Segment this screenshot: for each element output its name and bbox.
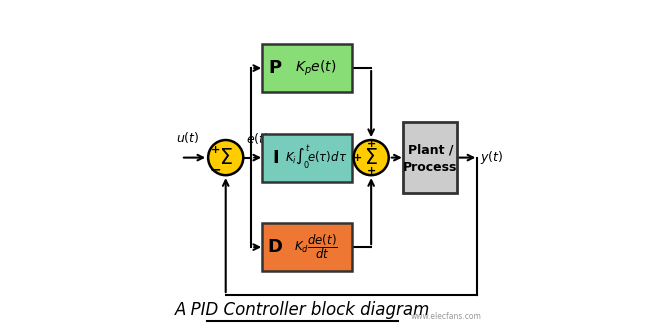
Text: +: + bbox=[367, 139, 376, 150]
Text: $\Sigma$: $\Sigma$ bbox=[219, 148, 233, 168]
Text: www.elecfans.com: www.elecfans.com bbox=[411, 312, 482, 321]
Circle shape bbox=[354, 140, 389, 175]
Text: +: + bbox=[354, 153, 363, 163]
Text: $u(t)$: $u(t)$ bbox=[176, 130, 199, 145]
FancyBboxPatch shape bbox=[262, 133, 352, 182]
Text: −: − bbox=[209, 162, 221, 176]
Text: +: + bbox=[367, 166, 376, 176]
Text: Process: Process bbox=[403, 161, 457, 174]
FancyBboxPatch shape bbox=[403, 122, 457, 193]
FancyBboxPatch shape bbox=[262, 223, 352, 271]
Text: $K_i\int_0^t\!e(\tau)d\tau$: $K_i\int_0^t\!e(\tau)d\tau$ bbox=[285, 144, 347, 172]
Text: I: I bbox=[272, 149, 279, 167]
Text: $e(t)$: $e(t)$ bbox=[247, 132, 270, 146]
Text: +: + bbox=[211, 145, 220, 155]
Text: P: P bbox=[269, 59, 282, 77]
Text: A PID Controller block diagram: A PID Controller block diagram bbox=[174, 301, 430, 319]
Text: D: D bbox=[268, 238, 283, 256]
Text: $y(t)$: $y(t)$ bbox=[480, 149, 503, 166]
Circle shape bbox=[208, 140, 243, 175]
Text: $\Sigma$: $\Sigma$ bbox=[364, 148, 378, 168]
Text: $K_d\dfrac{de(t)}{dt}$: $K_d\dfrac{de(t)}{dt}$ bbox=[294, 233, 338, 261]
Text: $K_p e(t)$: $K_p e(t)$ bbox=[295, 58, 337, 78]
Text: Plant /: Plant / bbox=[407, 143, 453, 156]
FancyBboxPatch shape bbox=[262, 44, 352, 92]
